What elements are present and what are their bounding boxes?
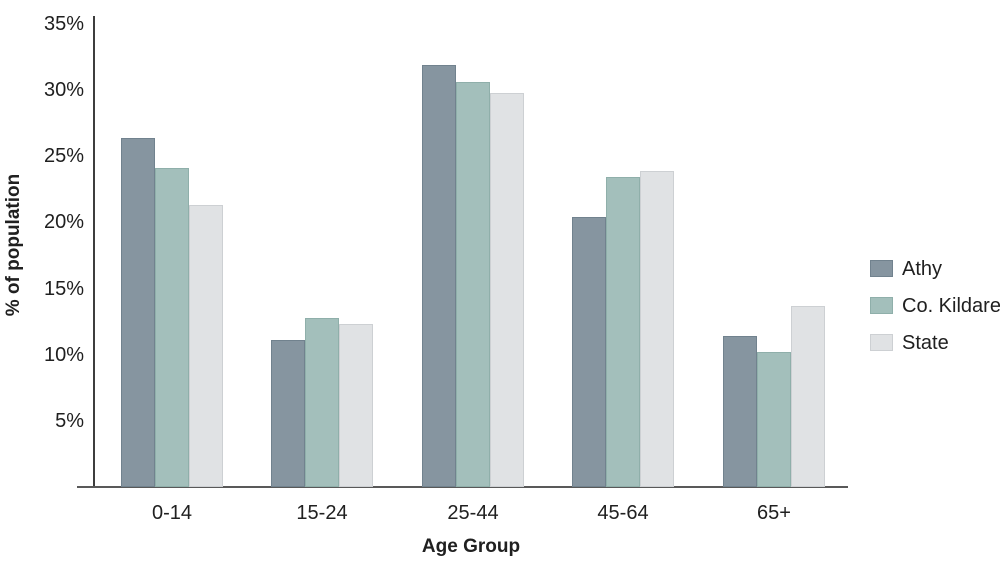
bar-co-kildare-65- bbox=[757, 352, 791, 487]
bar-co-kildare-15-24 bbox=[305, 318, 339, 487]
y-tick-label: 5% bbox=[55, 409, 84, 432]
x-tick-label: 25-44 bbox=[447, 502, 499, 524]
y-tick-label: 10% bbox=[43, 343, 84, 366]
y-axis-line bbox=[93, 16, 95, 488]
y-tick-label: 25% bbox=[43, 145, 84, 168]
y-tick-label: 20% bbox=[43, 211, 84, 234]
legend-swatch bbox=[870, 297, 893, 314]
bar-athy-45-64 bbox=[572, 217, 606, 487]
bar-state-15-24 bbox=[339, 324, 373, 487]
legend-swatch bbox=[870, 260, 893, 277]
bar-co-kildare-45-64 bbox=[606, 177, 640, 487]
bar-athy-25-44 bbox=[422, 65, 456, 487]
x-tick-label: 0-14 bbox=[151, 502, 193, 524]
legend-swatch bbox=[870, 334, 893, 351]
bar-state-45-64 bbox=[640, 171, 674, 487]
bar-athy-15-24 bbox=[271, 340, 305, 487]
y-tick-label: 30% bbox=[43, 79, 84, 102]
bar-state-25-44 bbox=[490, 93, 524, 487]
bar-state-65- bbox=[791, 306, 825, 487]
x-tick-label: 45-64 bbox=[597, 502, 649, 524]
y-tick-label: 35% bbox=[43, 12, 84, 35]
bar-state-0-14 bbox=[189, 205, 223, 487]
legend-label: State bbox=[902, 332, 949, 354]
x-axis-title: Age Group bbox=[421, 536, 521, 557]
y-tick-label: 15% bbox=[43, 277, 84, 300]
bar-athy-0-14 bbox=[121, 138, 155, 487]
x-tick-label: 65+ bbox=[757, 502, 791, 524]
x-tick-label: 15-24 bbox=[296, 502, 348, 524]
y-axis-title: % of population bbox=[3, 173, 24, 317]
legend-label: Co. Kildare bbox=[902, 295, 1000, 317]
bar-co-kildare-0-14 bbox=[155, 168, 189, 487]
legend-label: Athy bbox=[902, 258, 943, 280]
bar-co-kildare-25-44 bbox=[456, 82, 490, 487]
x-axis-line bbox=[77, 486, 848, 488]
bar-athy-65- bbox=[723, 336, 757, 487]
